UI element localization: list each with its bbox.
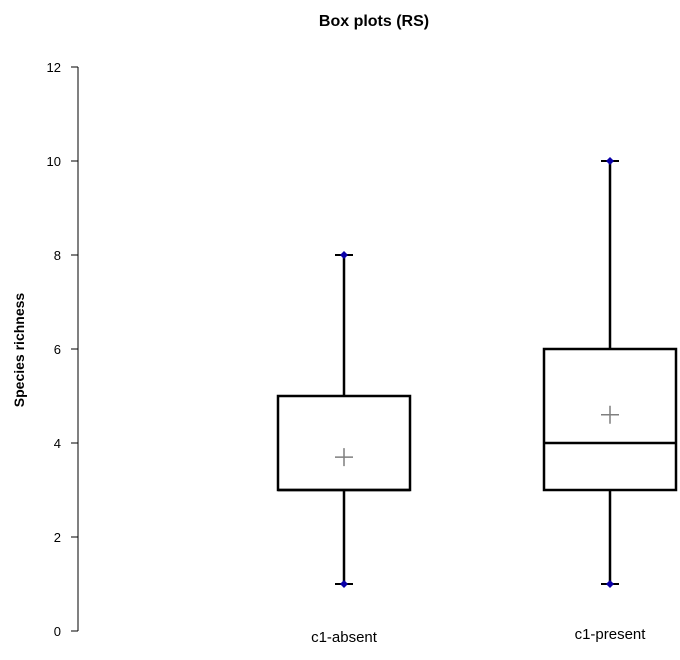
category-labels: c1-absent c1-present — [311, 626, 646, 646]
box-c1-present — [542, 157, 678, 588]
category-label: c1-present — [575, 626, 647, 643]
category-label: c1-absent — [311, 629, 378, 646]
mean-marker — [601, 405, 619, 424]
y-axis-label: Species richness — [11, 293, 27, 408]
min-point — [606, 580, 614, 588]
y-tick-label: 4 — [54, 436, 61, 451]
y-tick-label: 0 — [54, 624, 61, 639]
max-point — [606, 157, 614, 165]
chart-title: Box plots (RS) — [319, 13, 429, 30]
min-point — [340, 580, 348, 588]
y-tick-label: 6 — [54, 342, 61, 357]
max-point — [340, 251, 348, 259]
y-tick-label: 8 — [54, 248, 61, 263]
box-series — [276, 157, 678, 588]
y-axis: 0 2 4 6 8 10 12 — [47, 60, 79, 639]
y-tick-label: 12 — [47, 60, 61, 75]
y-tick-label: 2 — [54, 530, 61, 545]
interquartile-box — [276, 394, 412, 492]
y-tick-label: 10 — [47, 154, 61, 169]
mean-marker — [335, 448, 353, 467]
box-c1-absent — [276, 251, 412, 588]
